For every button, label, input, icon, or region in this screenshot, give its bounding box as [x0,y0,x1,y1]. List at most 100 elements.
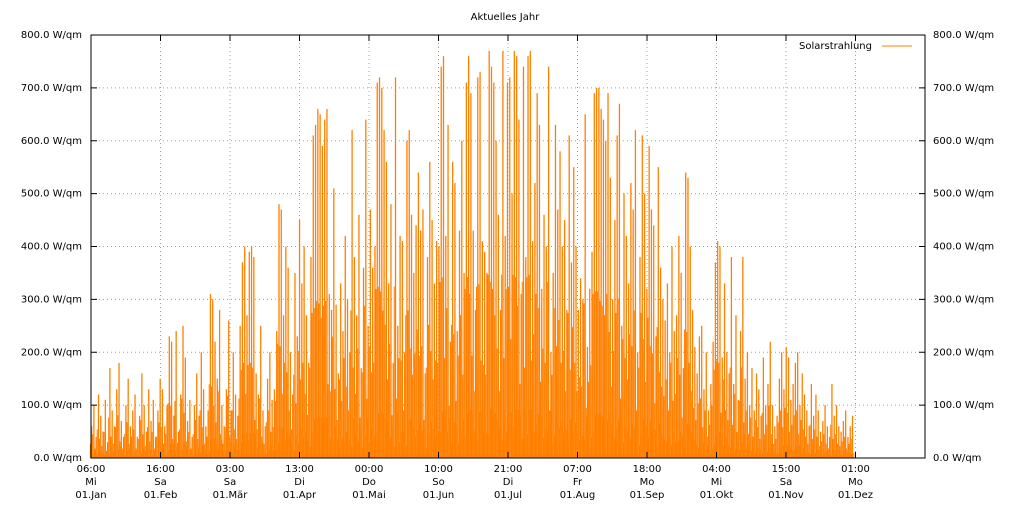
bar [528,274,530,458]
bar [495,140,497,458]
bar [696,373,698,458]
bar [568,135,570,458]
bar [326,109,328,458]
bar [728,373,730,458]
bar [336,419,338,458]
bar [819,431,822,458]
bar [546,281,548,458]
bar [529,50,531,459]
bar [631,346,633,458]
bar [817,410,819,458]
bar [158,422,160,458]
bar [198,415,200,458]
bar [784,408,786,458]
bar [184,357,186,458]
bar [414,353,416,458]
bar [294,272,296,458]
bar [369,209,372,458]
x-tick-label: 10:00 [424,464,453,475]
bar [721,357,723,458]
bar [600,109,602,458]
bar [213,405,215,458]
bar [293,374,295,458]
bar [115,427,117,458]
bar [237,415,239,458]
bar [714,262,717,458]
bar [783,389,785,458]
x-tick-label: 07:00 [563,464,592,475]
bar [586,346,589,458]
bar [365,119,367,458]
bar [343,358,345,458]
bars [89,50,855,459]
bar [560,362,562,458]
bar [447,124,449,458]
bar [257,394,260,458]
bar [109,368,111,458]
bar [482,365,484,458]
bar [499,309,502,458]
bar [547,66,550,458]
bar [358,214,360,458]
bar [334,389,336,458]
bar [834,434,836,458]
bar [712,341,714,458]
bar [332,336,334,458]
x-tick-label: 03:00 [216,464,245,475]
bar [464,289,466,458]
bar [494,315,496,458]
bar [449,341,452,458]
bar [320,317,322,458]
bar [566,309,568,458]
bar [746,352,749,458]
bar [613,350,615,458]
x-tick-label: Sa [780,477,792,488]
bar [665,379,667,458]
bar [450,324,452,458]
bar [410,214,413,458]
bar [839,446,841,458]
bar [771,405,774,459]
bar [150,420,152,458]
bar [374,246,376,458]
bar [472,230,474,458]
bar [245,393,247,458]
bar [119,441,121,458]
bar [581,386,583,458]
bar [646,288,648,458]
bar [425,367,427,458]
bar [719,246,721,458]
bar [496,348,498,458]
bar [269,352,271,458]
bar [232,352,234,458]
x-tick-label: 01.Jul [494,490,522,501]
bar [666,283,669,458]
bar [286,372,288,458]
bar [177,431,180,458]
x-tick-label: Mi [711,477,722,488]
bar [354,393,356,458]
bar [438,246,440,458]
bar [234,394,237,458]
bar [212,299,214,459]
bar [619,398,621,458]
bar [312,135,314,458]
bar [127,378,129,458]
bar [478,284,480,458]
bar [686,331,688,458]
bar [441,277,443,458]
bar [850,438,852,458]
bar [582,299,584,459]
bar [559,151,561,458]
bar [364,305,366,458]
bar [314,124,317,458]
bar [688,362,690,458]
bar [726,352,728,458]
bar [647,317,649,458]
bar [659,267,662,458]
bar [776,415,778,458]
bar [205,426,207,458]
bar [592,293,594,458]
bar [400,360,402,458]
bar [456,331,458,458]
